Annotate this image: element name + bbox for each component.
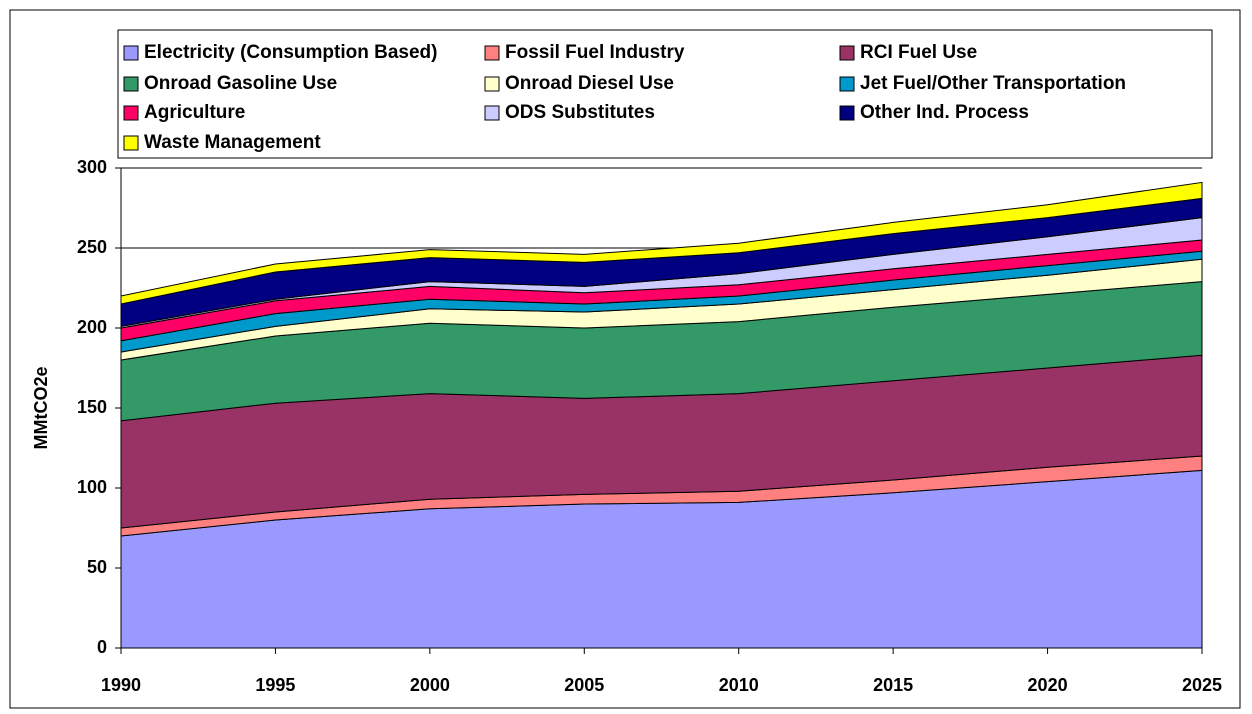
legend-label: Onroad Diesel Use (505, 73, 674, 94)
y-axis-label: MMtCO2e (31, 366, 51, 449)
x-tick-label: 2015 (873, 675, 913, 695)
legend-swatch (123, 45, 139, 61)
legend-label: Fossil Fuel Industry (505, 42, 685, 63)
x-tick-label: 2020 (1028, 675, 1068, 695)
legend-swatch (484, 105, 500, 121)
y-tick-label: 200 (77, 317, 107, 337)
x-tick-label: 1995 (255, 675, 295, 695)
y-tick-label: 50 (87, 557, 107, 577)
legend-swatch (123, 76, 139, 92)
x-tick-label: 2025 (1182, 675, 1222, 695)
legend-label: Other Ind. Process (860, 102, 1029, 123)
legend-swatch (123, 105, 139, 121)
legend-label: Onroad Gasoline Use (144, 73, 337, 94)
legend-swatch (484, 45, 500, 61)
legend-swatch (839, 76, 855, 92)
y-tick-label: 150 (77, 397, 107, 417)
x-tick-label: 2000 (410, 675, 450, 695)
legend-swatch (839, 105, 855, 121)
x-tick-label: 2005 (564, 675, 604, 695)
legend-box (117, 29, 1213, 159)
y-tick-label: 0 (97, 637, 107, 657)
legend-swatch (484, 76, 500, 92)
legend-label: Agriculture (144, 102, 245, 123)
legend-label: ODS Substitutes (505, 102, 655, 123)
x-tick-label: 1990 (101, 675, 141, 695)
legend-swatch (123, 135, 139, 151)
legend-label: Electricity (Consumption Based) (144, 42, 438, 63)
legend-label: RCI Fuel Use (860, 42, 977, 63)
area (120, 181, 1203, 305)
legend-label: Jet Fuel/Other Transportation (860, 73, 1126, 94)
y-tick-label: 300 (77, 157, 107, 177)
y-tick-label: 100 (77, 477, 107, 497)
x-tick-label: 2010 (719, 675, 759, 695)
y-tick-label: 250 (77, 237, 107, 257)
legend-label: Waste Management (144, 132, 321, 153)
legend-swatch (839, 45, 855, 61)
